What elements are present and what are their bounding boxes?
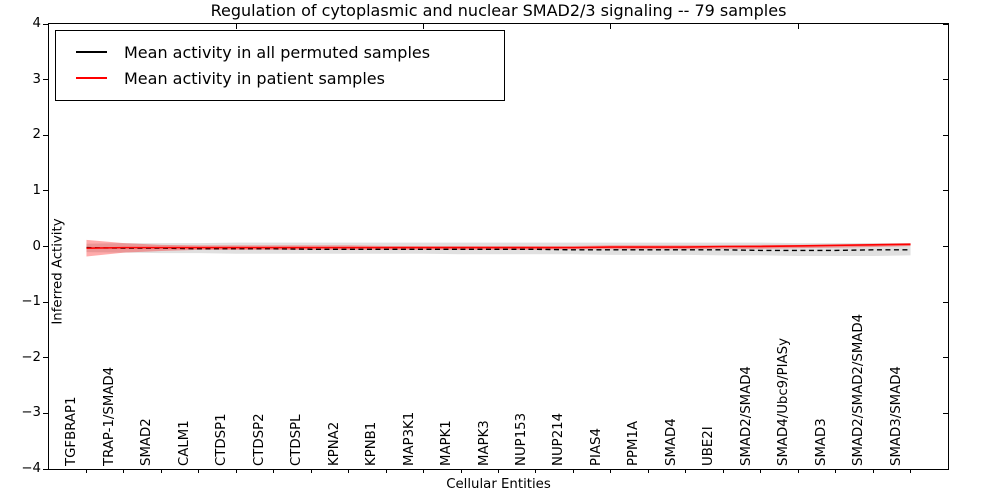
y-tick-left <box>43 301 48 303</box>
x-tick-bottom <box>872 469 874 473</box>
chart-canvas <box>86 239 911 257</box>
y-tick-label: −4 <box>21 461 41 476</box>
x-tick-bottom <box>385 469 387 473</box>
x-tick-bottom <box>535 469 537 473</box>
y-tick-right <box>943 190 948 192</box>
legend-line-sample-permuted <box>76 51 107 53</box>
x-category-label: MAPK3 <box>476 420 492 466</box>
y-tick-label: 3 <box>32 71 41 87</box>
y-tick-right <box>943 468 948 470</box>
x-category-label: PPM1A <box>626 420 642 466</box>
y-tick-label: −3 <box>21 405 41 421</box>
y-tick-left <box>43 246 48 247</box>
legend-item-patient: Mean activity in patient samples <box>56 65 504 91</box>
x-category-label: KPNA2 <box>326 421 342 466</box>
x-category-label: TGFBRAP1 <box>64 396 80 466</box>
x-tick-bottom <box>198 469 200 473</box>
x-category-label: UBE2I <box>701 426 717 466</box>
x-tick-bottom <box>610 469 612 473</box>
y-tick-label: −2 <box>21 349 41 365</box>
x-category-label: PIAS4 <box>588 428 604 466</box>
y-tick-left <box>43 79 48 81</box>
x-tick-top <box>235 24 237 29</box>
x-category-label: SMAD2/SMAD4 <box>738 366 754 466</box>
x-category-label: MAPK1 <box>439 420 455 466</box>
x-tick-top <box>423 24 425 29</box>
x-category-label: NUP153 <box>513 412 529 466</box>
x-category-label: TRAP-1/SMAD4 <box>101 366 117 466</box>
x-category-label: CTDSP1 <box>214 413 230 466</box>
x-category-label: KPNB1 <box>364 421 380 466</box>
series-line-0 <box>86 246 911 252</box>
x-category-label: MAP3K1 <box>401 411 417 466</box>
x-tick-bottom <box>85 469 87 473</box>
y-tick-left <box>43 134 48 136</box>
y-tick-label: 0 <box>32 238 41 254</box>
x-category-label: SMAD2 <box>139 418 155 466</box>
y-tick-right <box>943 412 948 414</box>
y-tick-label: 4 <box>32 16 41 31</box>
x-category-label: CALM1 <box>176 420 192 466</box>
y-tick-label: −1 <box>21 294 41 310</box>
y-tick-right <box>943 357 948 359</box>
legend-label-permuted: Mean activity in all permuted samples <box>124 42 431 62</box>
y-tick-right <box>943 23 948 25</box>
y-tick-left <box>43 468 48 470</box>
y-tick-right <box>943 134 948 136</box>
x-tick-top <box>797 24 799 29</box>
plot-area: Inferred Activity Mean activity in all p… <box>21 16 949 476</box>
x-category-label: SMAD3/SMAD4 <box>888 366 904 466</box>
x-tick-bottom <box>423 469 425 473</box>
x-category-label: SMAD3 <box>813 418 829 466</box>
y-tick-label: 1 <box>32 182 41 198</box>
x-tick-bottom <box>760 469 762 473</box>
x-tick-bottom <box>685 469 687 473</box>
legend-label-patient: Mean activity in patient samples <box>124 68 385 88</box>
chart-title: Regulation of cytoplasmic and nuclear SM… <box>210 1 787 20</box>
x-tick-bottom <box>235 469 237 473</box>
x-category-label: CTDSPL <box>289 414 305 466</box>
x-tick-bottom <box>797 469 799 473</box>
y-tick-right <box>943 79 948 81</box>
x-tick-bottom <box>460 469 462 473</box>
series-line-1 <box>86 243 911 249</box>
x-tick-bottom <box>647 469 649 473</box>
x-category-label: CTDSP2 <box>251 413 267 466</box>
x-tick-bottom <box>123 469 125 473</box>
x-category-label: NUP214 <box>551 412 567 466</box>
y-tick-right <box>943 301 948 303</box>
x-tick-bottom <box>310 469 312 473</box>
legend-line-sample-patient <box>76 77 107 79</box>
y-tick-left <box>43 190 48 192</box>
x-tick-bottom <box>160 469 162 473</box>
legend: Mean activity in all permuted samples Me… <box>55 30 505 101</box>
x-tick-bottom <box>273 469 275 473</box>
x-axis-title: Cellular Entities <box>446 477 551 492</box>
x-tick-bottom <box>498 469 499 473</box>
legend-item-permuted: Mean activity in all permuted samples <box>56 39 504 65</box>
y-tick-left <box>43 357 48 359</box>
x-tick-bottom <box>835 469 837 473</box>
x-tick-bottom <box>348 469 350 473</box>
x-category-label: SMAD4 <box>663 418 679 466</box>
y-tick-label: 2 <box>32 127 41 143</box>
x-tick-bottom <box>910 469 912 473</box>
x-category-label: SMAD4/Ubc9/PIASy <box>776 338 792 466</box>
x-category-label: SMAD2/SMAD2/SMAD4 <box>851 313 867 466</box>
y-tick-left <box>43 23 48 25</box>
x-tick-top <box>610 24 612 29</box>
x-tick-bottom <box>572 469 574 473</box>
y-tick-right <box>943 246 948 247</box>
x-tick-bottom <box>722 469 724 473</box>
y-tick-left <box>43 412 48 414</box>
